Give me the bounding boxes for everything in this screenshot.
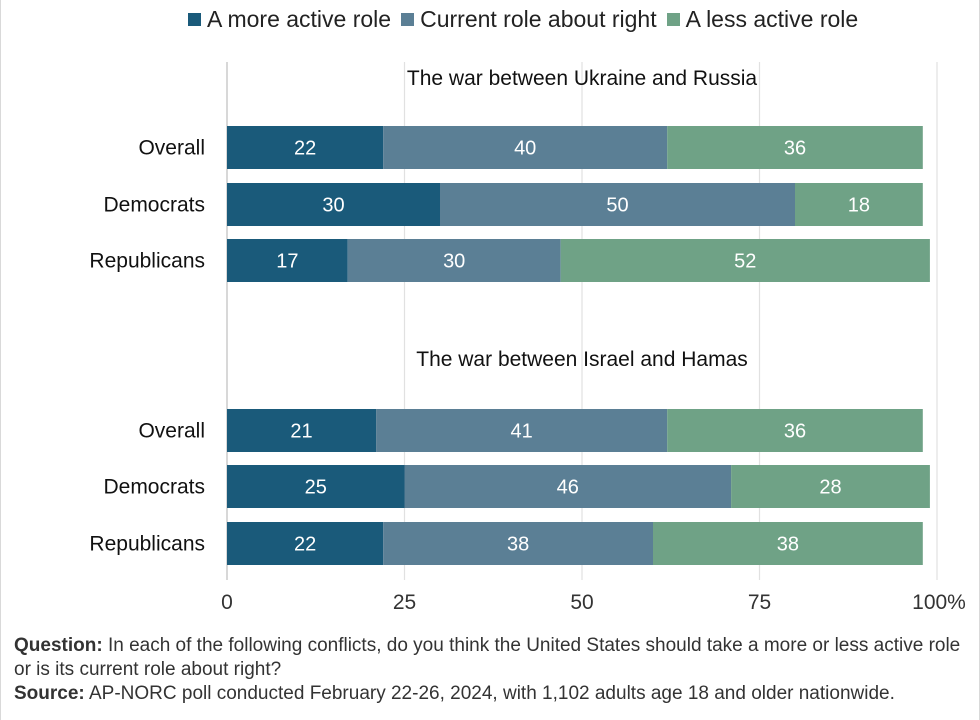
row-label: Overall — [138, 420, 205, 443]
legend-item-about-right: Current role about right — [401, 6, 657, 33]
question-label: Question: — [14, 635, 103, 656]
bar-segment — [795, 183, 923, 226]
bar-segment — [376, 409, 668, 452]
row-label: Republicans — [89, 250, 205, 273]
data-label: 25 — [305, 477, 327, 499]
panel-title: The war between Israel and Hamas — [416, 348, 748, 371]
bar-segment — [227, 409, 377, 452]
legend-label-less-active: A less active role — [685, 6, 859, 32]
x-tick-label: 0 — [221, 591, 233, 614]
data-label: 50 — [606, 195, 628, 217]
legend-swatch-about-right — [401, 13, 415, 26]
bar-segment — [227, 465, 405, 508]
bar-segment — [227, 183, 440, 226]
data-label: 22 — [294, 138, 316, 160]
data-label: 52 — [734, 251, 756, 273]
bar-segment — [383, 126, 668, 169]
stacked-bar-chart: 0 25 50 75 100% The war between Ukraine and R… — [89, 62, 966, 614]
bar-segment — [227, 239, 348, 282]
data-label: 46 — [557, 477, 579, 499]
legend-swatch-less-active — [666, 13, 680, 26]
bar-segment — [440, 183, 795, 226]
legend-label-more-active: A more active role — [207, 6, 392, 32]
question-note: Question: In each of the following confl… — [14, 634, 969, 682]
data-label: 36 — [784, 138, 806, 160]
x-tick-label: 100% — [912, 591, 966, 614]
data-label: 21 — [290, 421, 312, 443]
panel-title: The war between Ukraine and Russia — [407, 67, 758, 90]
chart-legend: A more active role Current role about ri… — [188, 6, 858, 33]
data-label: 38 — [507, 534, 529, 556]
data-label: 41 — [511, 421, 533, 443]
legend-item-more-active: A more active role — [188, 6, 391, 33]
question-text: In each of the following conflicts, do y… — [14, 635, 961, 680]
data-label: 30 — [443, 251, 465, 273]
x-tick-label: 25 — [393, 591, 416, 614]
data-label: 38 — [777, 534, 799, 556]
data-label: 30 — [322, 195, 344, 217]
bar-segment — [560, 239, 930, 282]
source-label: Source: — [14, 683, 85, 704]
row-label: Overall — [138, 137, 205, 160]
bar-segment — [347, 239, 561, 282]
source-text: AP-NORC poll conducted February 22-26, 2… — [84, 683, 895, 704]
data-label: 28 — [819, 477, 841, 499]
chart-notes: Question: In each of the following confl… — [14, 634, 969, 706]
bar-segment — [404, 465, 732, 508]
data-label: 22 — [294, 534, 316, 556]
source-note: Source: AP-NORC poll conducted February … — [14, 682, 969, 706]
x-tick-label: 50 — [570, 591, 593, 614]
row-label: Democrats — [103, 194, 205, 217]
legend-item-less-active: A less active role — [666, 6, 859, 33]
data-label: 18 — [848, 195, 870, 217]
bar-segment — [227, 522, 384, 565]
bar-segment — [667, 126, 923, 169]
bar-segment — [383, 522, 653, 565]
bar-segment — [227, 126, 384, 169]
row-label: Democrats — [103, 476, 205, 499]
x-tick-label: 75 — [748, 591, 771, 614]
row-label: Republicans — [89, 533, 205, 556]
bar-segment — [667, 409, 923, 452]
legend-label-about-right: Current role about right — [420, 6, 657, 32]
bar-segment — [653, 522, 923, 565]
bar-segment — [731, 465, 930, 508]
data-label: 36 — [784, 421, 806, 443]
data-label: 40 — [514, 138, 536, 160]
data-label: 17 — [276, 251, 298, 273]
legend-swatch-more-active — [188, 13, 201, 26]
